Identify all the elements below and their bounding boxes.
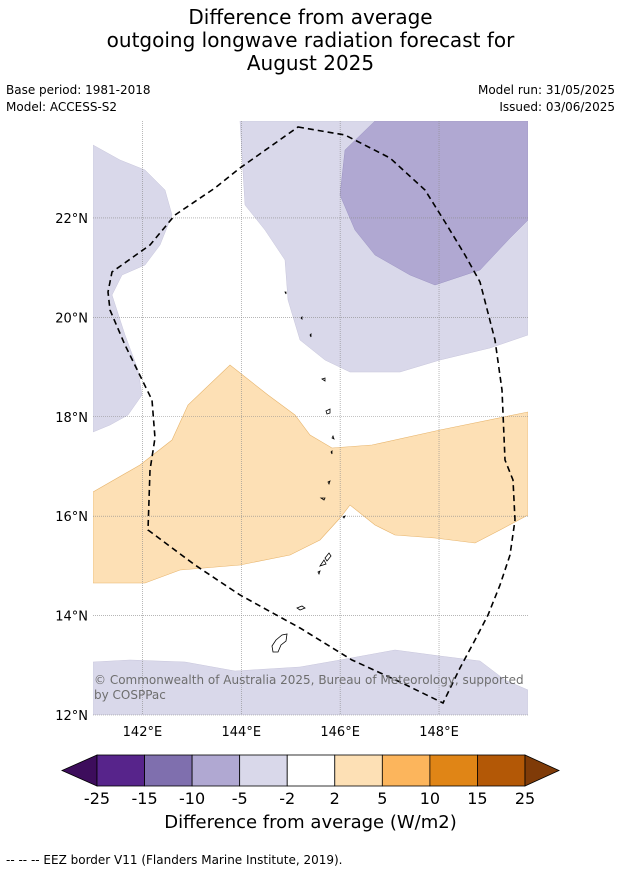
title-line-1: Difference from average [188, 5, 433, 29]
island-alamagan [331, 434, 335, 440]
island-agrihan [321, 377, 326, 382]
island-aguijan [317, 570, 321, 576]
island-pagan [325, 408, 331, 415]
island-guam [271, 633, 288, 653]
lat-tick-label: 16°N [55, 510, 88, 525]
colorbar-segment [286, 754, 336, 787]
anomaly-fields [93, 121, 528, 715]
issued-date: Issued: 03/06/2025 [499, 100, 615, 114]
island-asuncion [309, 333, 312, 338]
island-guguan [330, 450, 333, 455]
island-rota [296, 605, 306, 611]
eez-footnote: -- -- -- EEZ border V11 (Flanders Marine… [6, 853, 343, 867]
meta-right: Model run: 31/05/2025 Issued: 03/06/2025 [478, 82, 615, 116]
model-run: Model run: 31/05/2025 [477, 83, 615, 97]
lat-tick-label: 14°N [55, 610, 88, 625]
colorbar-segment [334, 754, 383, 787]
anomaly-region-light-purple-west [93, 144, 173, 433]
lon-tick-label: 148°E [419, 725, 459, 740]
copyright-line-2: by COSPPac [94, 688, 166, 702]
title-line-3: August 2025 [246, 51, 375, 75]
colorbar-title: Difference from average (W/m2) [164, 812, 457, 833]
lat-tick-label: 12°N [55, 709, 88, 724]
colorbar-tick-label: -15 [131, 789, 157, 808]
lat-tick-label: 20°N [55, 311, 88, 326]
lat-tick-label: 22°N [55, 212, 88, 227]
island-anatahan [319, 497, 326, 501]
colorbar-tick-label: 2 [330, 789, 340, 808]
colorbar-tick-label: 15 [467, 789, 487, 808]
island-outlines [271, 291, 346, 653]
colorbar-segment [381, 754, 431, 787]
lon-tick-label: 142°E [123, 725, 163, 740]
lat-tick-label: 18°N [55, 411, 88, 426]
colorbar-tick-label: -5 [232, 789, 248, 808]
island-sarigan [327, 480, 331, 486]
island-maug [300, 316, 303, 320]
gridlines [93, 121, 528, 716]
colorbar-tick-label: 5 [377, 789, 387, 808]
lon-tick-label: 144°E [222, 725, 262, 740]
colorbar-segment [477, 754, 526, 787]
island-medinilla [342, 515, 346, 519]
colorbar-segment [191, 754, 241, 787]
colorbar-tick-label: -25 [84, 789, 110, 808]
meta-left: Base period: 1981-2018 Model: ACCESS-S2 [6, 82, 151, 116]
colorbar-segment [429, 754, 478, 787]
model-name: Model: ACCESS-S2 [6, 100, 118, 114]
anomaly-region-light-orange [93, 364, 528, 584]
axis-labels: 142°E 144°E 146°E 148°E 12°N 14°N 16°N 18°N 20°N… [55, 212, 459, 740]
colorbar-tick-label: -10 [179, 789, 205, 808]
colorbar-segment [96, 754, 145, 787]
colorbar-tick-label: 25 [515, 789, 535, 808]
colorbar: -25 -15 -10 -5 -2 2 5 10 15 25 [61, 754, 560, 808]
colorbar-extend-low [61, 754, 98, 787]
anomaly-region-light-purple-south [93, 649, 528, 715]
copyright-line-1: © Commonwealth of Australia 2025, Bureau… [94, 673, 524, 687]
colorbar-tick-label: -2 [279, 789, 295, 808]
lon-tick-label: 146°E [320, 725, 360, 740]
title-line-2: outgoing longwave radiation forecast for [106, 28, 515, 52]
island-tinian-saipan [319, 552, 332, 567]
colorbar-extend-high [524, 754, 560, 787]
base-period: Base period: 1981-2018 [6, 83, 151, 97]
colorbar-tick-label: 10 [420, 789, 440, 808]
colorbar-segment [239, 754, 288, 787]
colorbar-segment [144, 754, 193, 787]
island-uracas [284, 291, 287, 295]
map-title: Difference from average outgoing longwav… [0, 6, 621, 75]
